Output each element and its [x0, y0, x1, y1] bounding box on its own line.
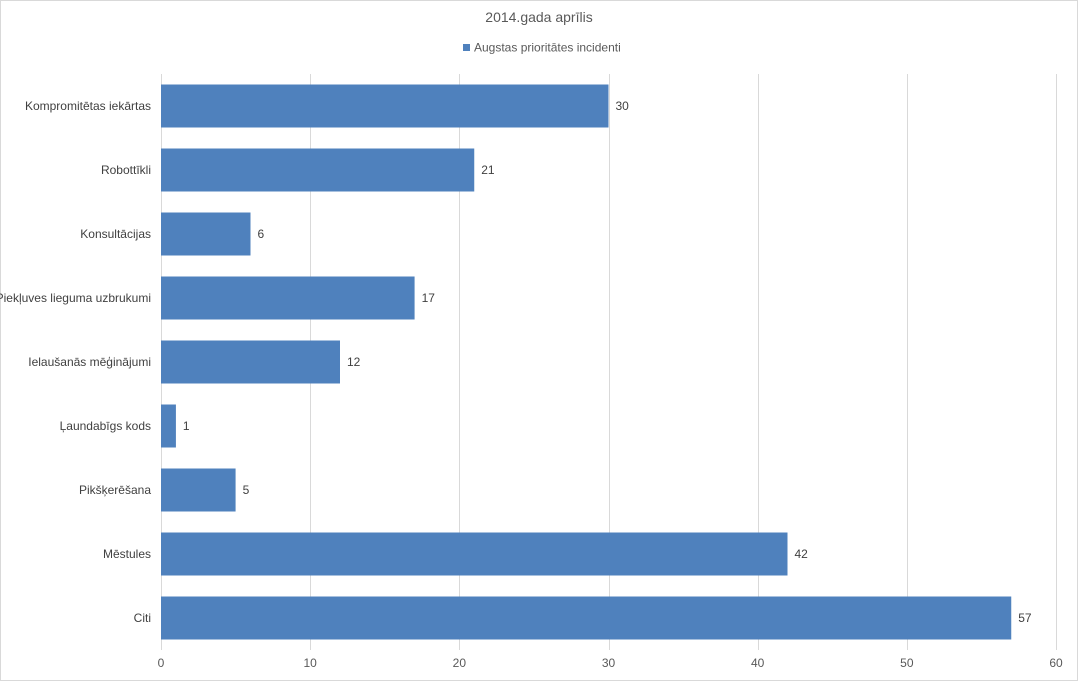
data-labels: 30 21 6 17 12 1 5 42 57 — [183, 99, 1032, 625]
category-label: Mēstules — [103, 547, 151, 561]
category-label: Piekļuves lieguma uzbrukumi — [0, 291, 151, 305]
category-label: Pikšķerēšana — [79, 483, 151, 497]
bar — [161, 340, 340, 384]
data-label: 5 — [243, 483, 250, 497]
bar — [161, 276, 415, 320]
bar — [161, 212, 251, 256]
legend: Augstas prioritātes incidenti — [463, 41, 621, 55]
x-tick-label: 20 — [453, 656, 467, 670]
bar — [161, 596, 1012, 640]
bars — [161, 84, 1012, 640]
data-label: 1 — [183, 419, 190, 433]
category-label: Ielaušanās mēģinājumi — [28, 355, 151, 369]
bar — [161, 468, 236, 512]
data-label: 30 — [616, 99, 630, 113]
data-label: 17 — [422, 291, 436, 305]
category-label: Robottīkli — [101, 163, 151, 177]
x-axis-tick-labels: 0 10 20 30 40 50 60 — [158, 656, 1063, 670]
data-label: 21 — [481, 163, 495, 177]
x-tick-label: 10 — [303, 656, 317, 670]
category-label: Konsultācijas — [80, 227, 151, 241]
category-label: Kompromitētas iekārtas — [25, 99, 151, 113]
data-label: 12 — [347, 355, 361, 369]
chart-title: 2014.gada aprīlis — [485, 9, 592, 25]
x-tick-label: 40 — [751, 656, 765, 670]
bar — [161, 84, 609, 128]
legend-label: Augstas prioritātes incidenti — [474, 41, 621, 55]
x-tick-label: 0 — [158, 656, 165, 670]
x-tick-label: 30 — [602, 656, 616, 670]
legend-swatch — [463, 44, 470, 51]
category-labels: Kompromitētas iekārtas Robottīkli Konsultā… — [0, 99, 151, 625]
category-label: Citi — [134, 611, 151, 625]
data-label: 42 — [795, 547, 809, 561]
category-label: Ļaundabīgs kods — [60, 419, 151, 433]
bar — [161, 148, 475, 192]
x-tick-label: 60 — [1049, 656, 1063, 670]
bar — [161, 404, 176, 448]
data-label: 57 — [1018, 611, 1032, 625]
data-label: 6 — [258, 227, 265, 241]
bar — [161, 532, 788, 576]
x-tick-label: 50 — [900, 656, 914, 670]
